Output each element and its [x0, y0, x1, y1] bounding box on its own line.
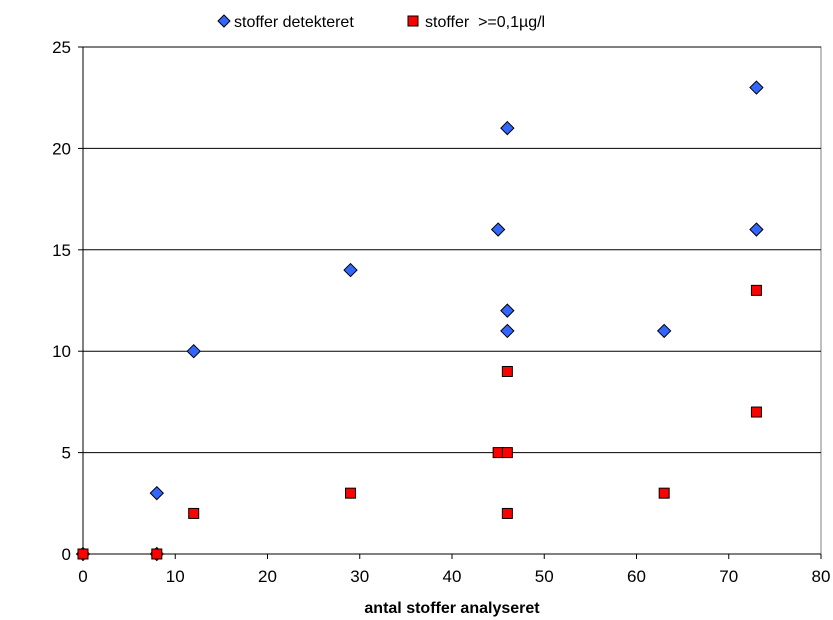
point-over-limit: [750, 284, 762, 296]
point-over-limit: [492, 447, 504, 459]
y-axis-ticks: 0 5 10 15 20 25: [52, 38, 83, 564]
plot-area: [82, 46, 822, 555]
point-detekteret: [490, 222, 506, 237]
legend-label-limit: stoffer >=0,1µg/l: [425, 14, 545, 31]
x-tick-label: 70: [719, 567, 738, 586]
point-detekteret: [149, 485, 165, 501]
x-tick-label: 50: [535, 567, 554, 586]
point-detekteret: [500, 303, 515, 318]
y-tick-label: 25: [52, 38, 71, 57]
legend: stoffer detekteret stoffer >=0,1µg/l: [217, 14, 545, 31]
point-detekteret: [500, 120, 515, 136]
point-over-limit: [345, 487, 357, 499]
legend-marker-limit: [407, 15, 419, 27]
point-detekteret: [343, 262, 358, 278]
legend-label-detekteret: stoffer detekteret: [234, 14, 354, 31]
point-detekteret: [749, 80, 764, 95]
point-detekteret: [186, 343, 201, 359]
y-tick-label: 0: [62, 545, 71, 564]
point-over-limit: [151, 548, 163, 560]
point-over-limit: [750, 406, 762, 418]
point-over-limit: [501, 447, 513, 459]
x-tick-label: 60: [627, 567, 646, 586]
x-tick-label: 10: [166, 567, 185, 586]
point-over-limit: [188, 507, 200, 519]
y-tick-label: 15: [52, 241, 71, 260]
x-tick-label: 20: [258, 567, 277, 586]
y-tick-label: 5: [62, 444, 71, 463]
x-tick-label: 80: [812, 567, 831, 586]
data-points: [75, 80, 764, 562]
x-tick-label: 30: [350, 567, 369, 586]
point-detekteret: [749, 222, 764, 237]
y-axis-title: antal stoffer med fund: [13, 240, 30, 408]
point-over-limit: [658, 487, 670, 499]
x-tick-label: 0: [78, 567, 87, 586]
y-tick-label: 10: [52, 342, 71, 361]
legend-marker-detekteret: [217, 14, 231, 28]
x-axis-title: antal stoffer analyseret: [364, 600, 540, 617]
point-detekteret: [656, 323, 672, 339]
y-tick-label: 20: [52, 139, 71, 158]
gridlines: [83, 46, 821, 454]
point-over-limit: [501, 507, 513, 519]
x-axis-ticks: 0 10 20 30 40 50 60 70 80: [78, 554, 830, 586]
point-over-limit: [501, 365, 513, 377]
point-over-limit: [77, 548, 89, 560]
point-detekteret: [500, 323, 515, 339]
x-tick-label: 40: [443, 567, 462, 586]
y-axis-title-clip: antal stoffer med fund: [13, 240, 30, 408]
